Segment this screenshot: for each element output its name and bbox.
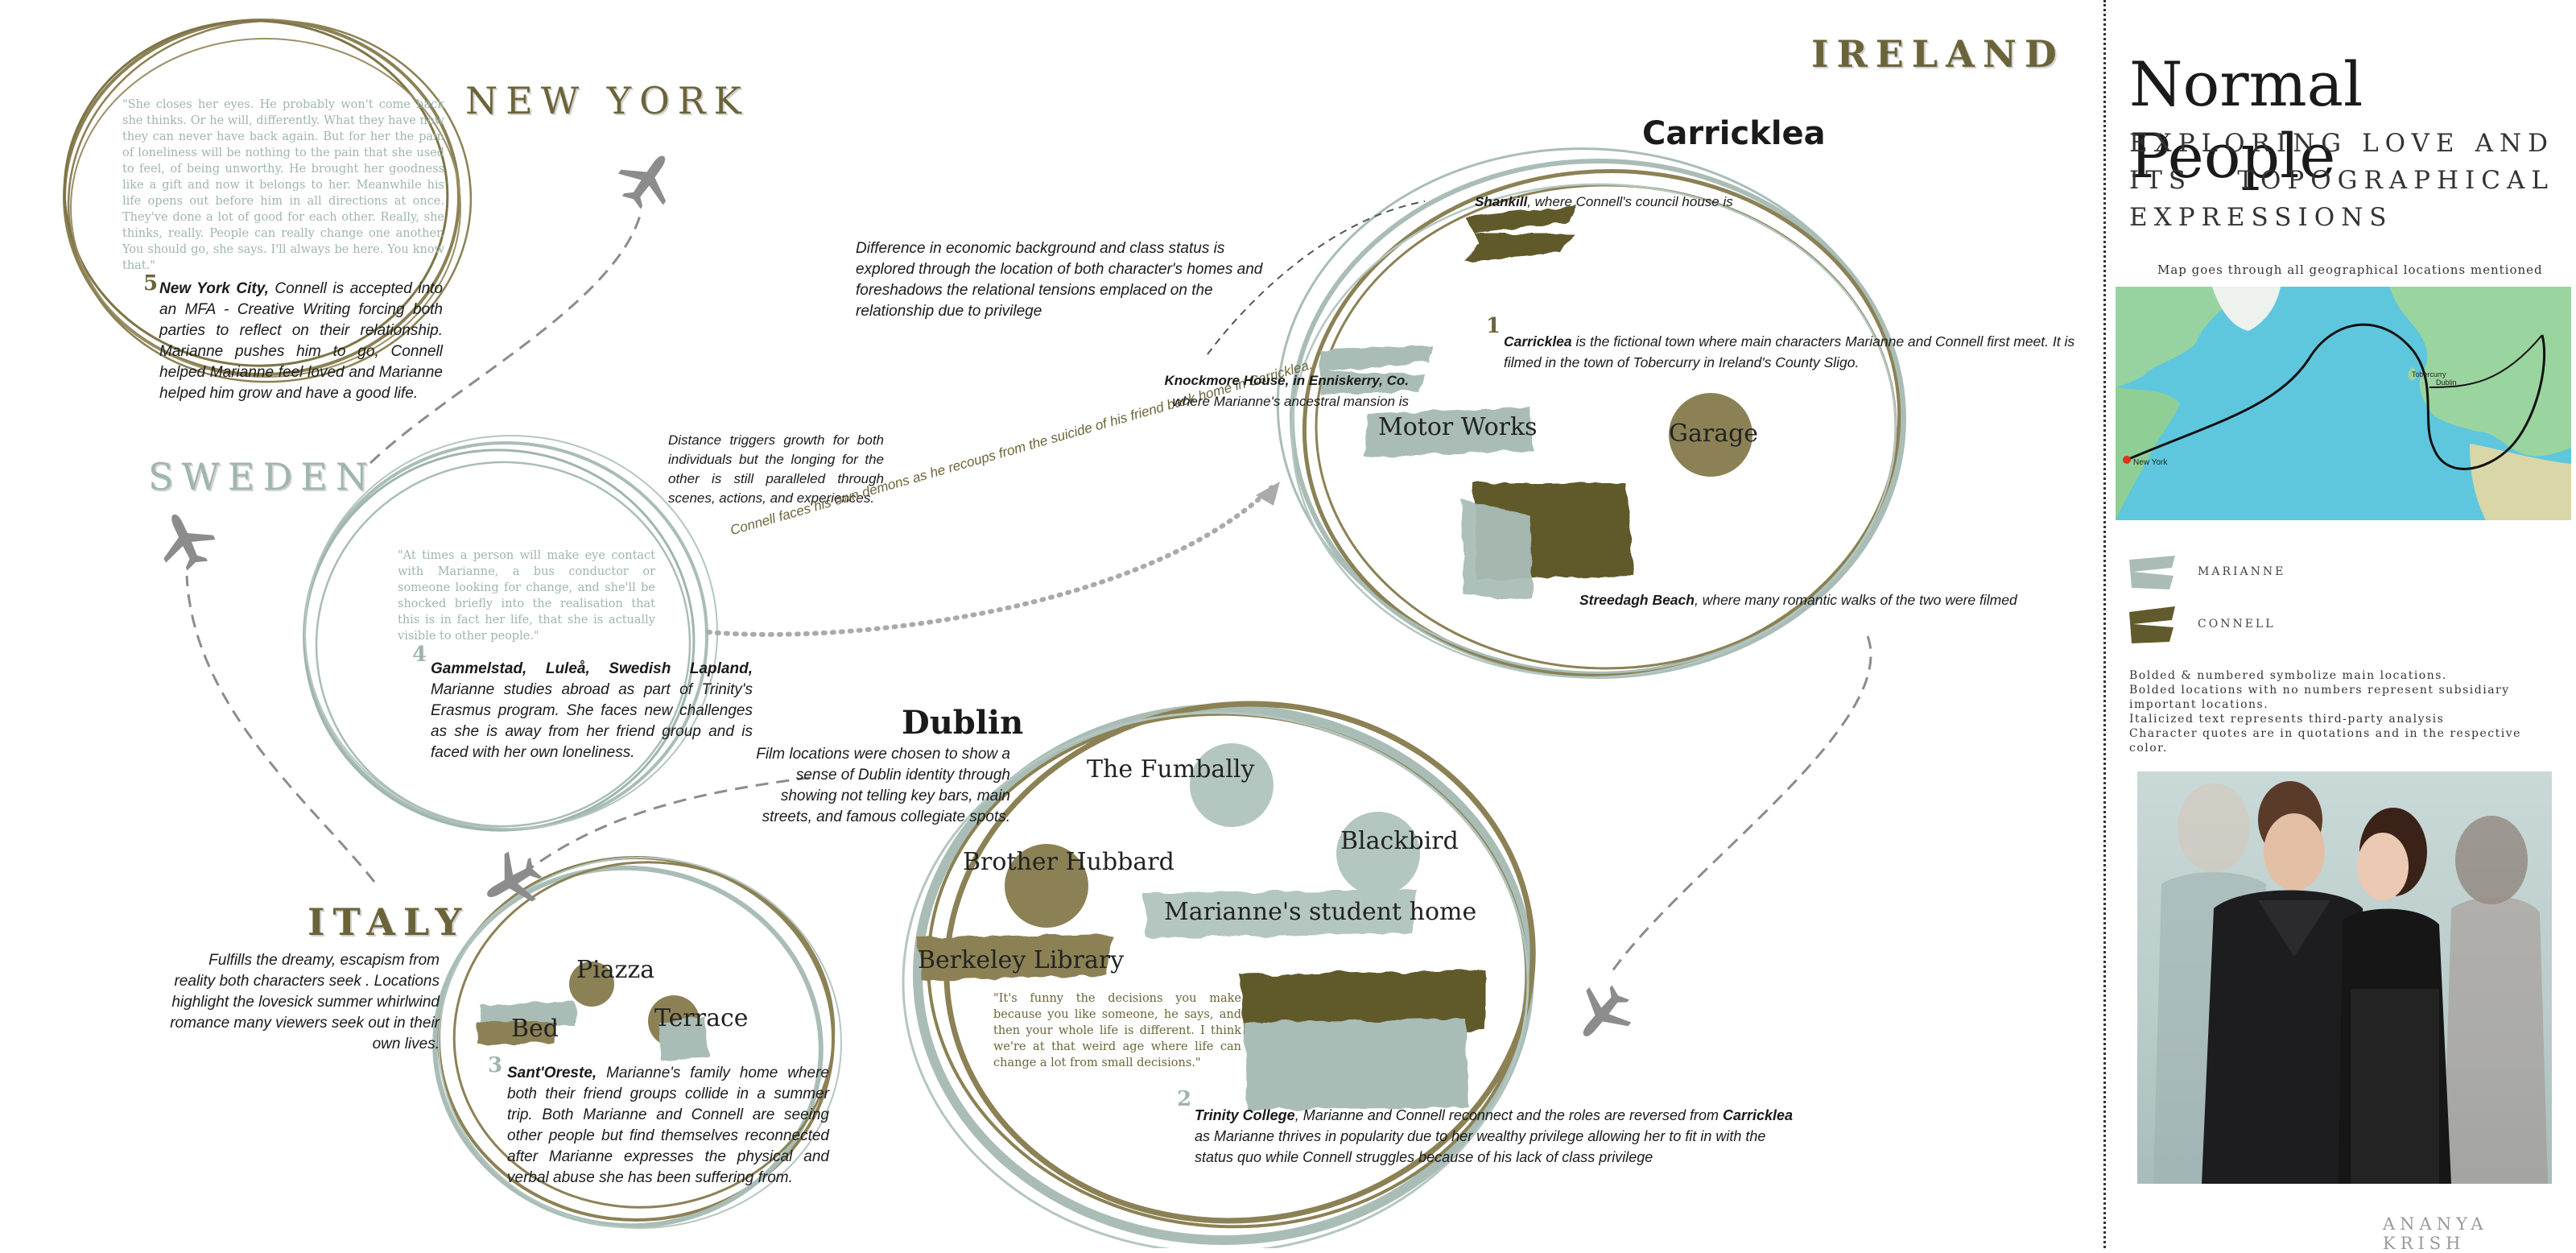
carricklea-dashed-line <box>1207 201 1426 355</box>
italy-bold: Sant'Oreste, <box>507 1065 597 1081</box>
map-label-dublin: Dublin <box>2436 378 2457 387</box>
new-york-number: 5 <box>143 271 159 296</box>
dublin-text-2: as Marianne thrives in popularity due to… <box>1195 1128 1766 1165</box>
page-subtitle: EXPLORING LOVE AND ITS TOPOGRAPHICAL EXP… <box>2129 129 2554 232</box>
ireland-label: IRELAND <box>1811 32 2065 76</box>
new-york-description: New York City, Connell is accepted into … <box>159 279 443 404</box>
knockmore-text: where Marianne's ancestral mansion is <box>1172 394 1409 409</box>
artwork-layer <box>63 19 1906 1248</box>
flight-paths <box>185 215 1872 975</box>
note-line: Character quotes are in quotations and i… <box>2129 727 2521 755</box>
shankill-text: , where Connell's council house is <box>1527 194 1733 209</box>
legend: MARIANNE CONNELL <box>2125 548 2367 652</box>
student-home-label: Marianne's student home <box>1164 898 1477 926</box>
sidebar-divider <box>2103 0 2106 1248</box>
italy-analysis: Fulfills the dreamy, escapism from reali… <box>170 952 440 1052</box>
carricklea-title: Carricklea <box>1642 115 1826 152</box>
dublin-number: 2 <box>1177 1087 1192 1111</box>
brother-hubbard-label: Brother Hubbard <box>963 848 1174 876</box>
page-title: Normal People <box>2129 48 2363 192</box>
dublin-paint-strokes <box>918 743 1485 1110</box>
new-york-bold: New York City, <box>159 280 269 297</box>
new-york-rings <box>63 19 473 383</box>
fumbally-label: The Fumbally <box>1087 755 1255 784</box>
italy-rings <box>432 856 842 1229</box>
garage-label: Garage <box>1669 420 1759 448</box>
knockmore-note: Knockmore House, in Enniskerry, Co. where… <box>1111 370 1409 412</box>
new-york-text: Connell is accepted into an MFA - Creati… <box>159 280 443 402</box>
sweden-text: Marianne studies abroad as part of Trini… <box>431 681 753 761</box>
italy-number: 3 <box>488 1053 503 1077</box>
italy-text: Marianne's family home where both their … <box>507 1065 829 1186</box>
carricklea-analysis: Difference in economic background and cl… <box>856 240 1263 320</box>
italy-paint-strokes <box>477 961 708 1061</box>
legend-item-marianne: MARIANNE <box>2125 548 2367 596</box>
dublin-description: Trinity College, Marianne and Connell re… <box>1195 1105 1806 1168</box>
route-map[interactable]: New York Tobercurry Dublin <box>2116 287 2571 520</box>
carricklea-ref-bold: Carricklea <box>1723 1107 1794 1123</box>
dublin-text-1: , Marianne and Connell reconnect and the… <box>1294 1107 1723 1123</box>
sweden-quote: "At times a person will make eye contact… <box>398 549 655 643</box>
dublin-rings <box>902 701 1536 1248</box>
motor-works-label: Motor Works <box>1378 413 1538 441</box>
shankill-bold: Shankill <box>1475 194 1528 209</box>
dublin-quote: "It's funny the decisions you make becau… <box>993 992 1241 1069</box>
map-caption: Map goes through all geographical locati… <box>2157 263 2543 277</box>
carricklea-bold: Carricklea <box>1504 333 1572 349</box>
legend-item-connell: CONNELL <box>2125 596 2367 652</box>
streedagh-bold: Streedagh Beach <box>1579 592 1695 608</box>
sweden-description: Gammelstad, Luleå, Swedish Lapland, Mari… <box>431 659 753 763</box>
dublin-title: Dublin <box>902 704 1024 742</box>
carricklea-description: Carricklea is the fictional town where m… <box>1504 331 2083 373</box>
italy-terrace-label: Terrace <box>654 1004 749 1032</box>
plane-icon <box>148 502 223 577</box>
legend-label-connell: CONNELL <box>2198 618 2276 631</box>
sweden-label: SWEDEN <box>148 455 377 498</box>
berkeley-library-label: Berkeley Library <box>918 946 1125 974</box>
streedagh-note: Streedagh Beach, where many romantic wal… <box>1579 589 2030 610</box>
distance-note: Distance triggers growth for both indivi… <box>668 432 884 506</box>
carricklea-rings <box>1276 147 1906 679</box>
italy-description: Sant'Oreste, Marianne's family home wher… <box>507 1063 829 1189</box>
carricklea-text: is the fictional town where main charact… <box>1504 333 2075 370</box>
note-line: Italicized text represents third-party a… <box>2129 713 2445 726</box>
map-label-new-york: New York <box>2133 458 2168 467</box>
legend-label-marianne: MARIANNE <box>2198 565 2286 578</box>
plane-icon <box>1563 974 1642 1053</box>
dublin-analysis: Film locations were chosen to show a sen… <box>756 746 1010 825</box>
new-york-label: NEW YORK <box>465 79 749 122</box>
italy-bed-label: Bed <box>511 1015 559 1043</box>
italy-piazza-label: Piazza <box>576 956 655 984</box>
carricklea-number: 1 <box>1486 314 1501 338</box>
streedagh-text: , where many romantic walks of the two w… <box>1694 592 2017 608</box>
knockmore-bold: Knockmore House, in Enniskerry, Co. <box>1164 373 1409 388</box>
connell-dotted-path <box>706 485 1274 637</box>
legend-notes: Bolded & numbered symbolize main locatio… <box>2129 668 2564 755</box>
sweden-number: 4 <box>412 643 427 667</box>
italy-label: ITALY <box>308 900 470 944</box>
carricklea-paint-strokes <box>1320 205 1752 600</box>
blackbird-label: Blackbird <box>1340 827 1459 855</box>
note-line: Bolded locations with no numbers represe… <box>2129 684 2510 711</box>
author-credit: ANANYA KRISH <box>2383 1214 2488 1253</box>
plane-icon <box>609 140 687 218</box>
trinity-bold: Trinity College <box>1195 1107 1295 1123</box>
poster-photo <box>2137 771 2552 1184</box>
map-label-tobercurry: Tobercurry <box>2412 370 2446 378</box>
shankill-note: Shankill, where Connell's council house … <box>1475 192 1813 213</box>
new-york-quote: "She closes her eyes. He probably won't … <box>122 98 444 272</box>
sweden-bold: Gammelstad, Luleå, Swedish Lapland, <box>431 660 753 677</box>
note-line: Bolded & numbered symbolize main locatio… <box>2129 669 2447 682</box>
